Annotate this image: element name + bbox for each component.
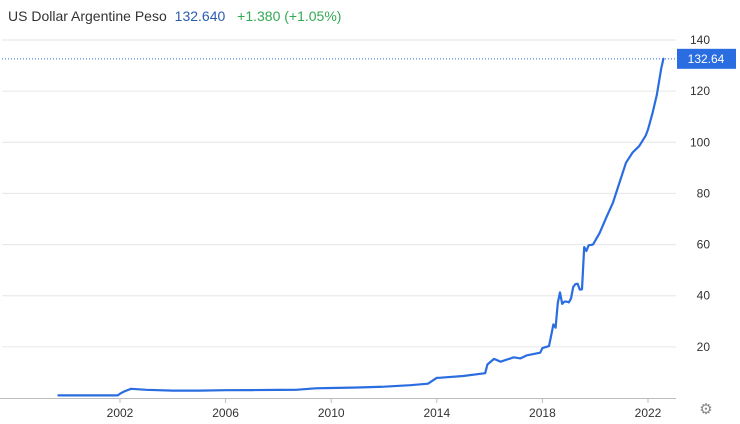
last-price-label: 132.64 bbox=[677, 48, 736, 69]
y-tick-label: 20 bbox=[697, 340, 711, 354]
y-axis-ticks: 20 40 60 80 100 120 140 bbox=[690, 33, 710, 354]
last-price-label-bg bbox=[677, 48, 736, 69]
gear-icon[interactable]: ⚙ bbox=[699, 401, 713, 418]
y-tick-label: 40 bbox=[697, 289, 711, 303]
x-axis-ticks: 2002 2006 2010 2014 2018 2022 bbox=[107, 398, 662, 420]
y-tick-label: 100 bbox=[690, 135, 710, 149]
x-tick-label: 2010 bbox=[318, 406, 345, 420]
price-change: +1.380 (+1.05%) bbox=[237, 8, 342, 24]
x-tick-label: 2014 bbox=[423, 406, 450, 420]
current-price: 132.640 bbox=[174, 8, 226, 24]
last-price-label-text: 132.64 bbox=[688, 52, 725, 66]
series-line bbox=[57, 57, 665, 397]
x-tick-label: 2006 bbox=[212, 406, 239, 420]
y-tick-label: 120 bbox=[690, 84, 710, 98]
chart-header: US Dollar Argentine Peso 132.640 +1.380 … bbox=[8, 8, 341, 24]
y-tick-label: 140 bbox=[690, 33, 710, 47]
x-tick-label: 2002 bbox=[107, 406, 134, 420]
chart-grid bbox=[0, 39, 676, 399]
y-tick-label: 60 bbox=[697, 238, 711, 252]
instrument-title: US Dollar Argentine Peso bbox=[8, 8, 167, 24]
x-tick-label: 2022 bbox=[635, 406, 662, 420]
x-tick-label: 2018 bbox=[529, 406, 556, 420]
y-tick-label: 80 bbox=[697, 186, 711, 200]
